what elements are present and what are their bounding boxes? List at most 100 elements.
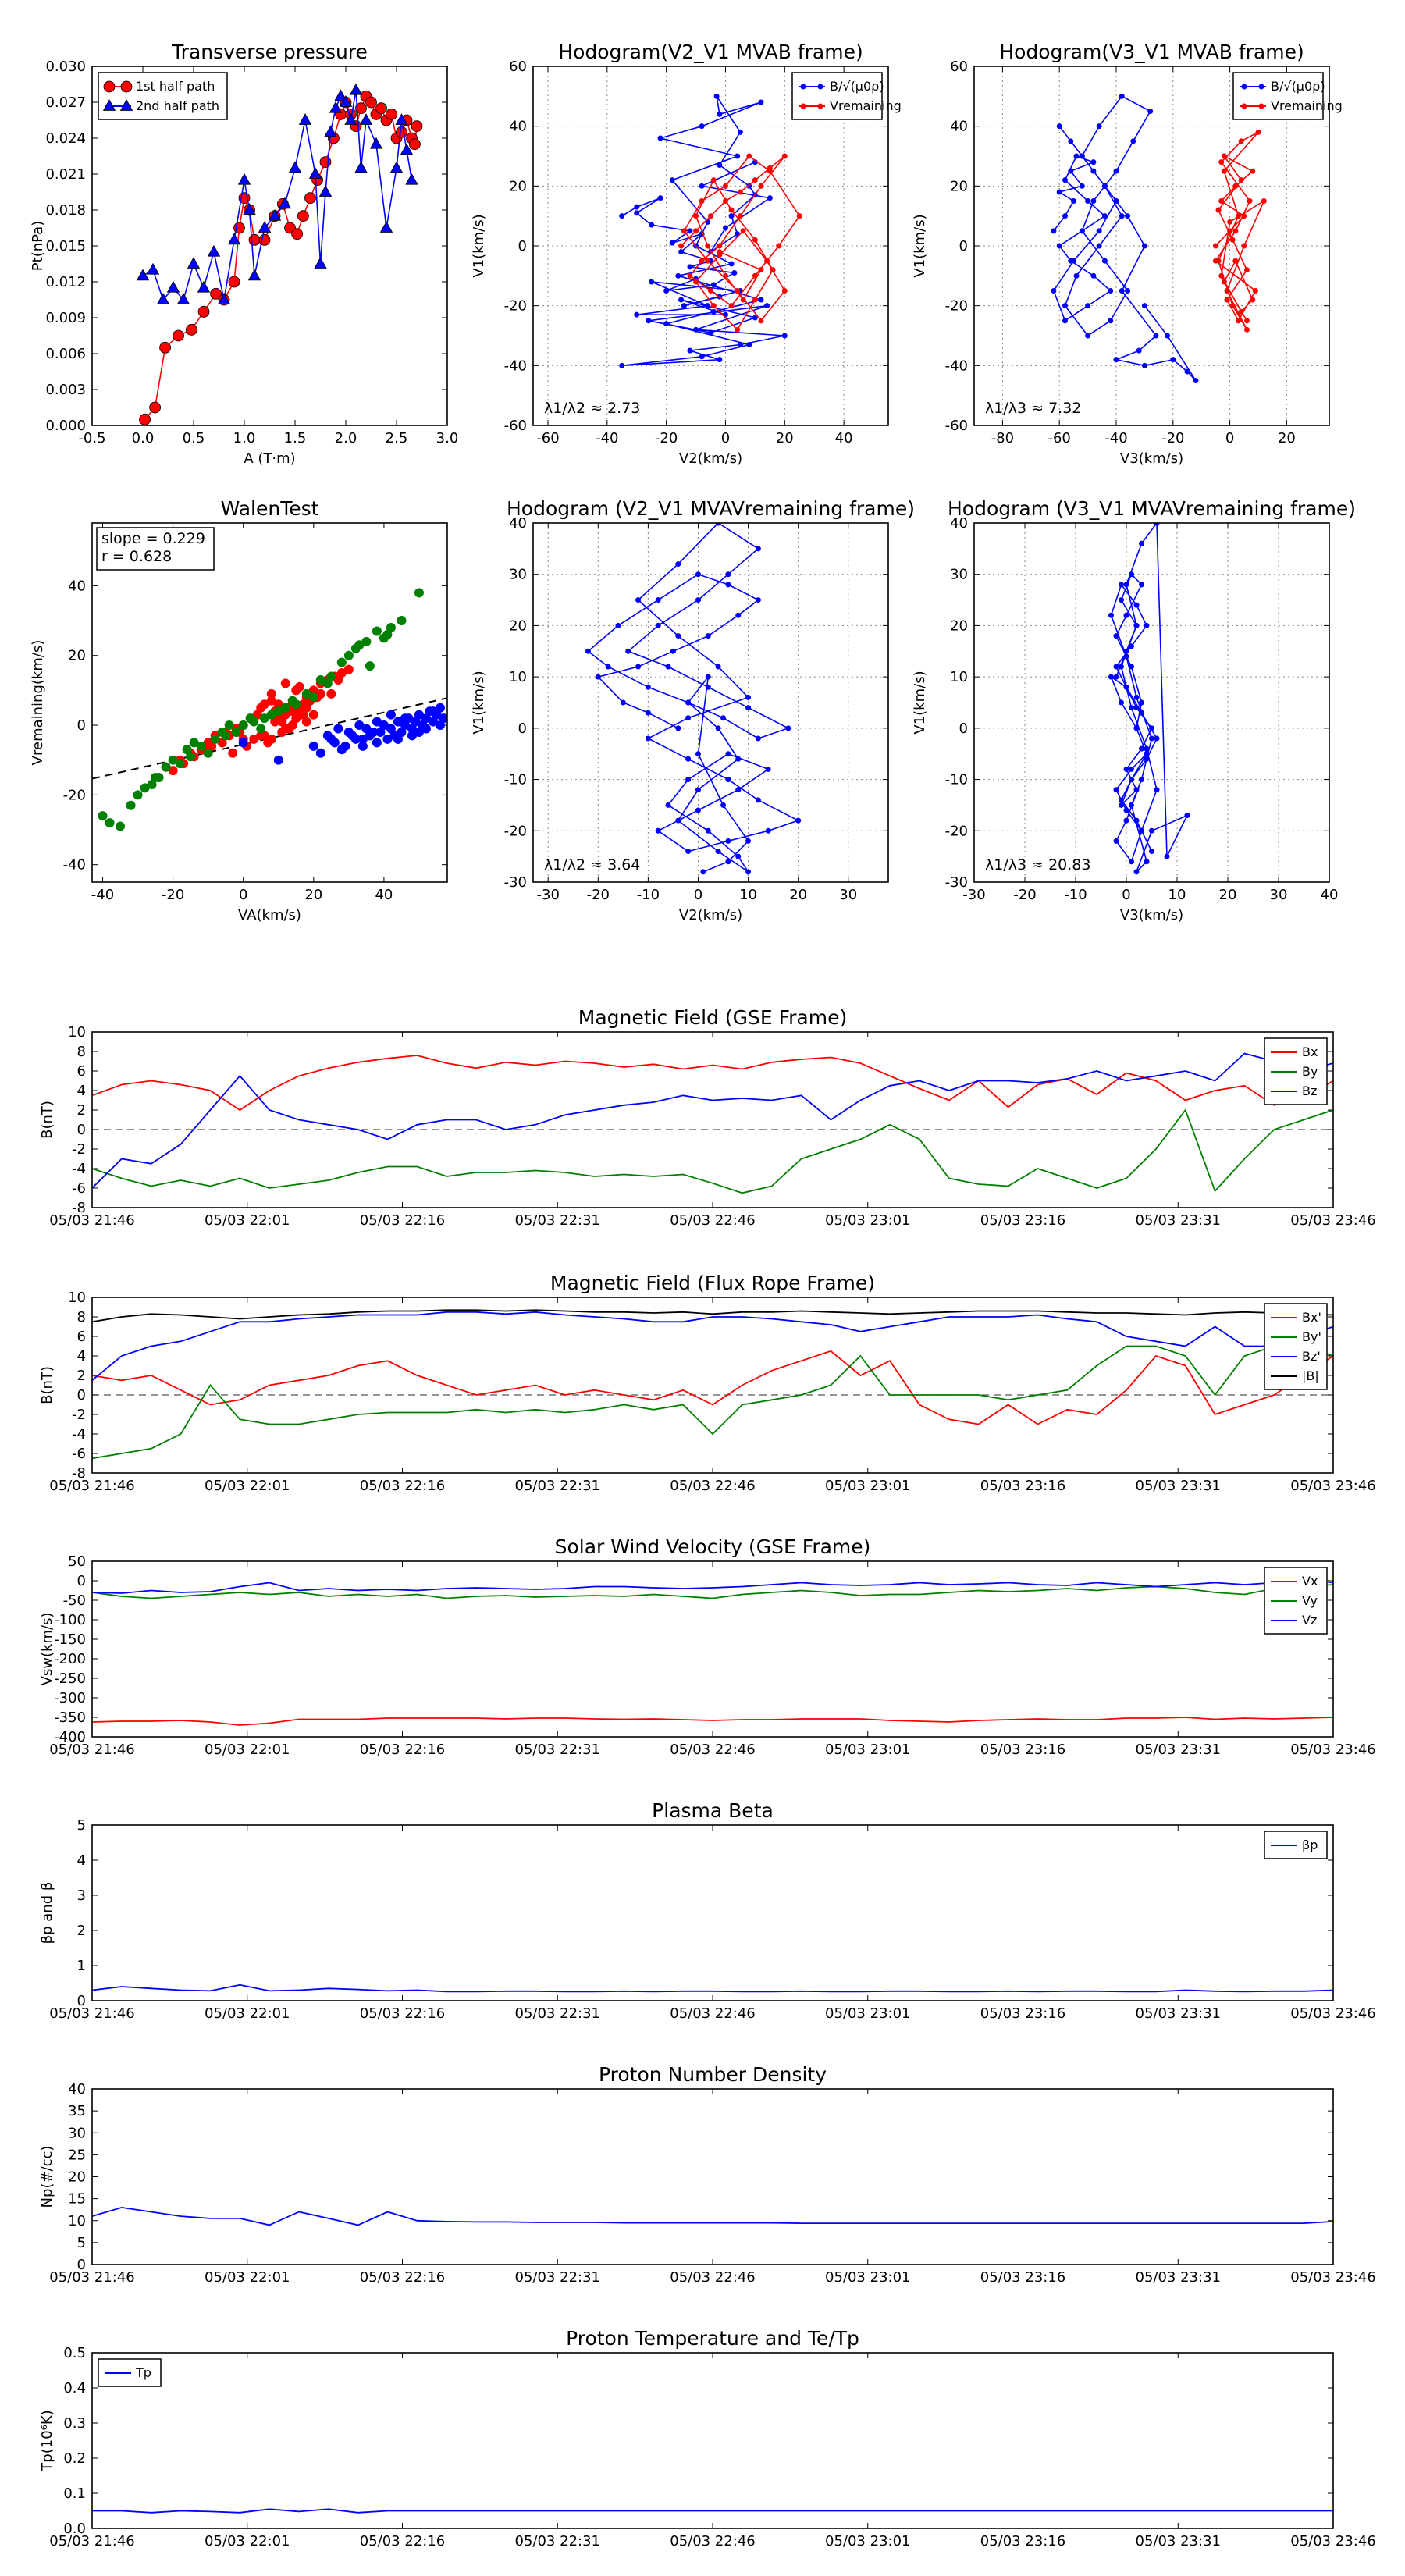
data-point [735, 612, 742, 618]
scatter-point [294, 681, 304, 692]
y-tick-label: 4 [77, 1348, 86, 1364]
data-point [1062, 318, 1068, 324]
scatter-point [217, 738, 227, 748]
scatter-point [315, 748, 325, 758]
axes-frame [532, 522, 889, 883]
data-point [227, 233, 241, 245]
data-point [708, 213, 713, 219]
data-point [1224, 288, 1230, 294]
scatter-point [154, 773, 164, 783]
data-point [1090, 272, 1097, 279]
data-point [1218, 272, 1225, 279]
series-line-|B| [92, 1309, 1333, 1323]
data-point [1096, 228, 1102, 234]
data-point [735, 288, 741, 294]
y-tick-label: -250 [54, 1670, 86, 1687]
data-point [740, 228, 746, 234]
y-tick-label: 0.5 [63, 2345, 86, 2361]
scatter-point [259, 699, 269, 710]
data-point [1129, 859, 1134, 865]
data-point [755, 546, 761, 552]
scatter-point [210, 734, 220, 744]
data-point [1139, 827, 1144, 834]
x-tick-label: 05/03 22:46 [670, 1742, 755, 1758]
x-tick-label: 05/03 23:16 [980, 2005, 1065, 2022]
scatter-point [354, 720, 365, 731]
data-point [304, 192, 316, 205]
x-tick-label: 0.0 [132, 430, 155, 447]
y-tick-label: 0 [959, 720, 968, 737]
data-point [354, 161, 368, 173]
chart-mf_gse: Magnetic Field (GSE Frame) 05/03 21:46 05/… [39, 1006, 1376, 1229]
data-point [1123, 684, 1129, 690]
y-tick-label: 10 [68, 1290, 86, 1306]
data-point [1123, 612, 1129, 618]
scatter-point [224, 720, 234, 731]
scatter-point [315, 674, 325, 685]
y-tick-label: 10 [509, 669, 527, 685]
data-point [685, 756, 692, 762]
data-point [767, 168, 773, 174]
series-line-Vx [92, 1717, 1333, 1726]
data-point [1149, 849, 1154, 855]
plot-area [92, 588, 447, 831]
data-point [755, 797, 761, 803]
data-point [1129, 664, 1134, 670]
data-point [1096, 123, 1102, 130]
series-line-Vz [92, 1578, 1333, 1594]
data-point [1090, 159, 1097, 165]
data-point [700, 869, 706, 875]
data-point [705, 684, 711, 690]
y-axis-label: B(nT) [39, 1366, 55, 1404]
x-tick-label: 05/03 23:01 [825, 1742, 910, 1758]
y-tick-label: 0 [959, 238, 968, 254]
data-point [705, 633, 711, 639]
data-point [176, 293, 190, 304]
data-point [1119, 597, 1124, 603]
chart-walen: WalenTest -40 -20 0 20 40 -40 -20 0 20 40 VA(km/s) V… [30, 497, 448, 923]
data-point [1129, 571, 1134, 578]
data-point [635, 664, 642, 670]
x-tick-label: 05/03 21:46 [49, 1212, 134, 1229]
data-point [722, 272, 728, 279]
x-tick-label: 40 [1321, 887, 1339, 903]
data-point [1133, 817, 1140, 824]
scatter-point [203, 748, 213, 758]
chart-vsw: Solar Wind Velocity (GSE Frame) 05/03 21:… [39, 1535, 1376, 1758]
scatter-point [301, 688, 311, 699]
data-point [1125, 213, 1131, 219]
data-point [745, 705, 752, 711]
data-point [1241, 243, 1247, 249]
data-point [1070, 198, 1076, 204]
data-point [678, 243, 685, 249]
plot-area [92, 2508, 1333, 2514]
data-point [699, 258, 705, 264]
data-point [687, 264, 693, 270]
y-tick-label: 0.012 [45, 274, 86, 290]
data-point [291, 228, 304, 240]
data-point [1123, 817, 1129, 824]
scatter-point [266, 688, 276, 699]
data-point [1133, 725, 1140, 731]
data-point [1238, 308, 1244, 315]
data-point [405, 173, 418, 185]
data-point [1144, 622, 1150, 628]
data-point [695, 807, 701, 813]
y-tick-label: 0.2 [63, 2450, 86, 2467]
data-point [1079, 153, 1085, 159]
data-point [1123, 582, 1129, 588]
y-tick-label: 0.009 [45, 310, 86, 326]
x-tick-label: 05/03 21:46 [49, 1742, 134, 1758]
y-axis-label: Tp(10⁶K) [39, 2410, 55, 2471]
data-point [746, 183, 752, 189]
data-point [1238, 138, 1244, 144]
y-tick-label: 0.021 [45, 166, 86, 183]
y-tick-label: 0.0 [63, 2521, 86, 2537]
y-tick-label: -300 [54, 1690, 86, 1706]
data-point [1133, 869, 1140, 875]
scatter-point [428, 717, 438, 727]
x-tick-label: 05/03 23:01 [825, 2533, 910, 2549]
y-tick-label: 40 [68, 2081, 86, 2097]
x-tick-label: 0 [694, 887, 702, 903]
data-point [764, 258, 770, 264]
